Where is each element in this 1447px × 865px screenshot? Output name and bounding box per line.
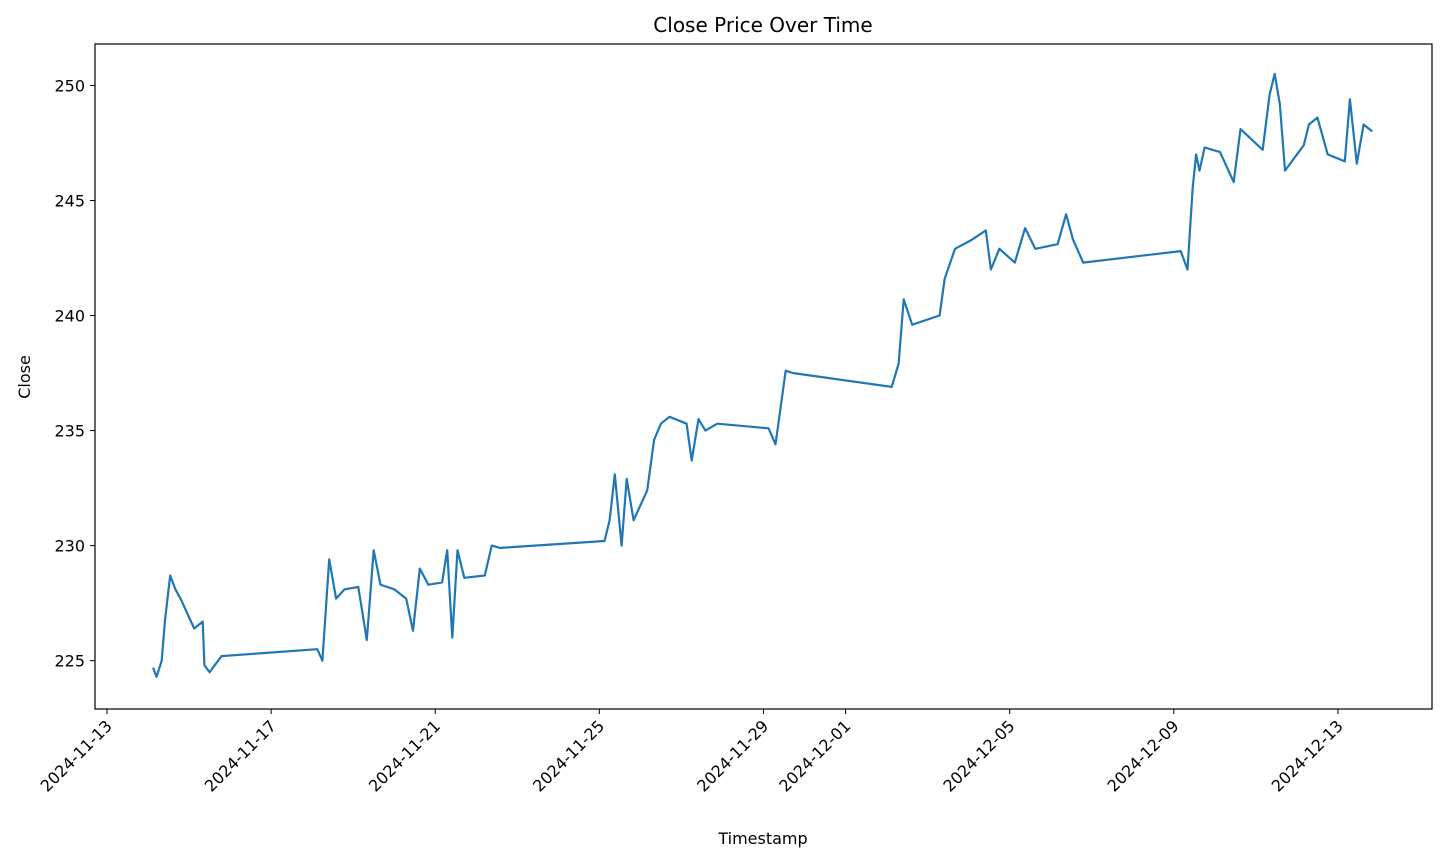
- y-tick-label: 245: [54, 191, 85, 210]
- y-tick-label: 225: [54, 652, 85, 671]
- x-tick-label: 2024-11-17: [201, 716, 280, 795]
- chart-title: Close Price Over Time: [653, 13, 872, 37]
- y-axis-label: Close: [15, 355, 34, 399]
- y-tick-label: 240: [54, 307, 85, 326]
- y-tick-label: 235: [54, 422, 85, 441]
- x-tick-label: 2024-11-13: [37, 716, 116, 795]
- x-axis-label: Timestamp: [717, 829, 807, 848]
- plot-frame: [94, 43, 1433, 710]
- x-tick-label: 2024-11-21: [365, 716, 444, 795]
- y-tick-label: 230: [54, 537, 85, 556]
- x-tick-label: 2024-11-29: [693, 716, 772, 795]
- price-line: [152, 72, 1373, 678]
- x-tick-label: 2024-12-09: [1103, 716, 1182, 795]
- x-tick-label: 2024-12-13: [1268, 716, 1347, 795]
- x-tick-label: 2024-11-25: [529, 716, 608, 795]
- x-tick-label: 2024-12-05: [939, 716, 1018, 795]
- y-tick-label: 250: [54, 76, 85, 95]
- x-tick-label: 2024-12-01: [775, 716, 854, 795]
